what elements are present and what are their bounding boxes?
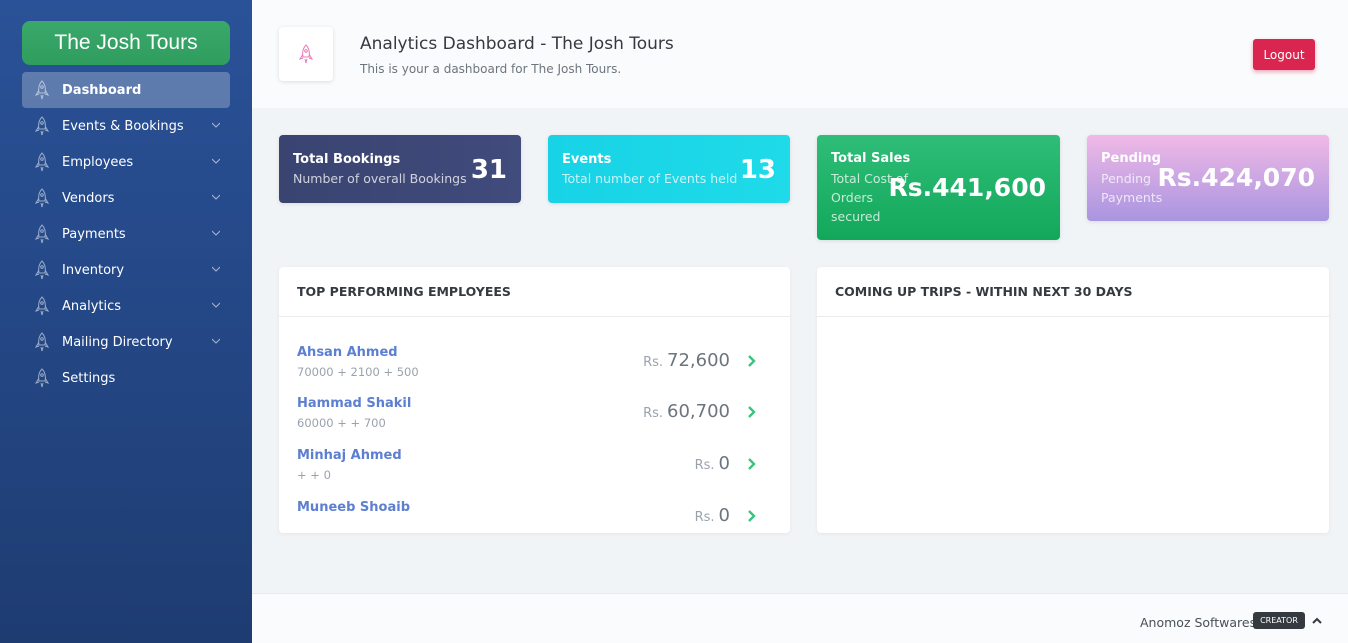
sidebar-item-mailing-directory[interactable]: Mailing Directory [22,324,230,360]
chevron-right-icon[interactable] [747,510,757,522]
sidebar-item-label: Analytics [62,298,122,314]
rocket-icon [32,151,52,173]
stat-subtitle: Pending Payments [1101,171,1163,205]
stat-title: Total Sales [831,151,911,166]
page-header: Analytics Dashboard - The Josh Tours Thi… [252,0,1348,108]
sidebar-item-label: Events & Bookings [62,118,184,134]
sidebar-item-settings[interactable]: Settings [22,360,230,396]
chevron-right-icon[interactable] [747,355,757,367]
rocket-icon [32,223,52,245]
employee-calc: 70000 + 2100 + 500 [297,365,419,379]
panel-title: TOP PERFORMING EMPLOYEES [279,267,790,317]
logout-button[interactable]: Logout [1253,39,1315,70]
chevron-right-icon[interactable] [747,458,757,470]
rocket-icon [32,295,52,317]
page-subtitle: This is your a dashboard for The Josh To… [360,62,622,76]
chevron-down-icon [212,194,220,200]
stat-value: 13 [739,155,776,185]
currency-label: Rs. [694,458,715,473]
top-employees-panel: TOP PERFORMING EMPLOYEES Ahsan Ahmed 700… [279,267,790,533]
rocket-icon [279,27,333,81]
creator-badge: CREATOR [1253,612,1305,629]
currency-label: Rs. [643,406,664,421]
sidebar-item-label: Vendors [62,190,115,206]
stat-card-pending: Pending Pending Payments Rs.424,070 [1087,135,1329,221]
stat-card-total-sales: Total Sales Total Cost of Orders secured… [817,135,1060,240]
stat-card-total-bookings: Total Bookings Number of overall Booking… [279,135,521,203]
rocket-icon [32,367,52,389]
sidebar-item-label: Employees [62,154,134,170]
stat-subtitle: Total number of Events held [562,171,738,186]
employee-name[interactable]: Minhaj Ahmed [297,448,402,463]
currency-label: Rs. [694,510,715,525]
sidebar-item-events-bookings[interactable]: Events & Bookings [22,108,230,144]
employee-amount: Rs. 0 [695,505,730,526]
stat-value: 31 [470,155,507,185]
sidebar: The Josh Tours Dashboard Events & Bookin… [0,0,252,643]
chevron-right-icon[interactable] [747,406,757,418]
page-title: Analytics Dashboard - The Josh Tours [360,34,674,54]
amount-value: 0 [718,505,730,526]
footer: Anomoz Softwares CREATOR [252,593,1348,643]
sidebar-item-payments[interactable]: Payments [22,216,230,252]
employee-calc: + + 0 [297,468,331,482]
amount-value: 72,600 [667,350,730,371]
brand-logo[interactable]: The Josh Tours [22,21,230,65]
employee-row[interactable]: Hammad Shakil 60000 + + 700 Rs. 60,700 [297,396,757,444]
stat-card-events: Events Total number of Events held 13 [548,135,790,203]
stat-subtitle: Total Cost of Orders secured [831,171,908,224]
chevron-down-icon [212,230,220,236]
employee-row[interactable]: Muneeb Shoaib Rs. 0 [297,500,757,533]
stat-title: Total Bookings [293,152,401,167]
sidebar-item-vendors[interactable]: Vendors [22,180,230,216]
sidebar-item-label: Inventory [62,262,125,278]
sidebar-item-label: Payments [62,226,126,242]
amount-value: 60,700 [667,401,730,422]
stat-subtitle: Number of overall Bookings [293,171,467,186]
chevron-up-icon[interactable] [1312,616,1322,626]
sidebar-item-label: Dashboard [62,82,142,98]
sidebar-item-inventory[interactable]: Inventory [22,252,230,288]
panel-title: COMING UP TRIPS - WITHIN NEXT 30 DAYS [817,267,1329,317]
amount-value: 0 [718,453,730,474]
employee-amount: Rs. 72,600 [643,350,730,371]
sidebar-item-employees[interactable]: Employees [22,144,230,180]
employee-amount: Rs. 60,700 [643,401,730,422]
employee-amount: Rs. 0 [695,453,730,474]
sidebar-item-label: Settings [62,370,116,386]
stat-title: Events [562,152,612,167]
rocket-icon [32,115,52,137]
sidebar-item-analytics[interactable]: Analytics [22,288,230,324]
sidebar-item-dashboard[interactable]: Dashboard [22,72,230,108]
employee-calc: 60000 + + 700 [297,416,386,430]
employee-name[interactable]: Muneeb Shoaib [297,500,410,515]
chevron-down-icon [212,266,220,272]
rocket-icon [32,331,52,353]
currency-label: Rs. [643,355,664,370]
chevron-down-icon [212,158,220,164]
employee-name[interactable]: Hammad Shakil [297,396,412,411]
rocket-icon [32,259,52,281]
rocket-icon [32,79,52,101]
footer-credit[interactable]: Anomoz Softwares [1140,615,1257,630]
rocket-icon [32,187,52,209]
chevron-down-icon [212,302,220,308]
stat-value: Rs.441,600 [888,173,1047,202]
upcoming-trips-panel: COMING UP TRIPS - WITHIN NEXT 30 DAYS [817,267,1329,533]
stat-title: Pending [1101,151,1161,166]
employee-row[interactable]: Minhaj Ahmed + + 0 Rs. 0 [297,448,757,496]
sidebar-item-label: Mailing Directory [62,334,173,350]
chevron-down-icon [212,122,220,128]
chevron-down-icon [212,338,220,344]
employee-name[interactable]: Ahsan Ahmed [297,345,398,360]
stat-value: Rs.424,070 [1157,163,1316,192]
employee-row[interactable]: Ahsan Ahmed 70000 + 2100 + 500 Rs. 72,600 [297,345,757,393]
sidebar-nav: Dashboard Events & Bookings Employees Ve… [22,72,230,396]
